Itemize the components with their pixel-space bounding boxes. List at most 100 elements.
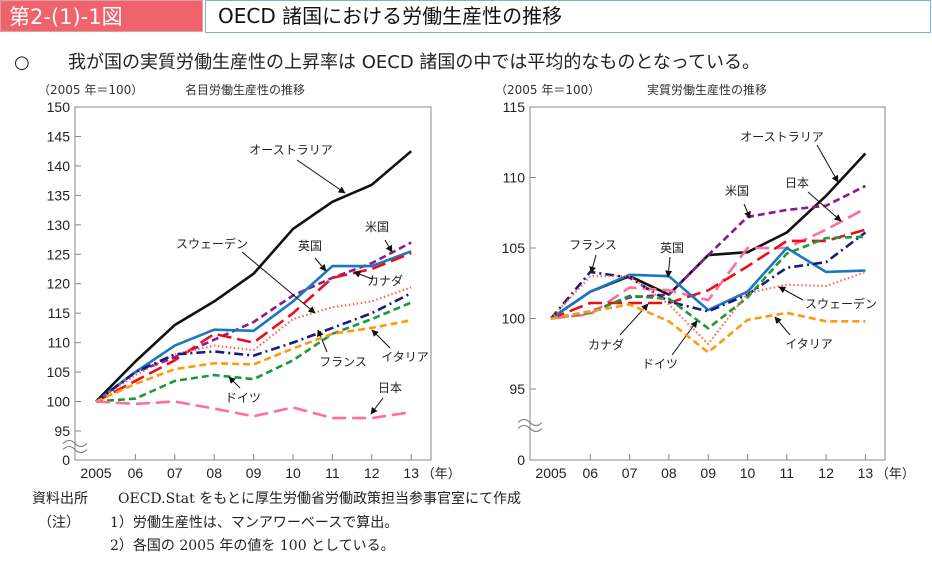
y-tick-label: 125	[47, 246, 71, 262]
summary-line: ○ 我が国の実質労働生産性の上昇率は OECD 諸国の中では平均的なものとなってい…	[14, 48, 760, 74]
y-tick-label: 115	[503, 99, 526, 115]
left-chart-title: 名目労働生産性の推移	[185, 83, 306, 97]
x-axis-label: （年）	[876, 467, 915, 482]
x-tick-label: 06	[583, 465, 599, 481]
series-line	[95, 150, 413, 403]
note-2: 2）各国の 2005 年の値を 100 としている。	[110, 538, 395, 554]
x-tick-label: 10	[285, 465, 301, 481]
x-tick-label: 2005	[80, 465, 111, 481]
series-line	[550, 235, 866, 330]
series-line	[550, 207, 867, 320]
plot-frame	[529, 106, 886, 461]
arrow-icon	[619, 303, 649, 336]
note-label: （注）	[38, 515, 80, 531]
arrow-icon	[228, 376, 241, 389]
figure-title: OECD 諸国における労働生産性の推移	[205, 0, 931, 33]
arrow-icon	[370, 397, 384, 415]
series-line	[95, 241, 412, 403]
x-tick-label: 08	[206, 465, 222, 481]
source-label: 資料出所	[32, 491, 88, 507]
series-label: フランス	[569, 238, 617, 252]
series-line	[95, 400, 412, 420]
series-label: 米国	[365, 220, 389, 234]
series-label: スウェーデン	[176, 236, 248, 251]
arrow-icon	[241, 251, 316, 314]
figure-number: 第2-(1)-1図	[0, 0, 203, 32]
x-tick-label: 12	[364, 465, 380, 481]
series-line	[550, 246, 866, 320]
bullet-circle-icon: ○	[14, 52, 30, 73]
x-tick-label: 07	[622, 465, 638, 481]
x-tick-label: 2005	[535, 465, 566, 481]
summary-text: 我が国の実質労働生産性の上昇率は OECD 諸国の中では平均的なものとなっている…	[68, 52, 760, 73]
x-tick-label: 11	[780, 465, 795, 481]
arrow-icon	[371, 329, 391, 349]
arrow-icon	[317, 329, 328, 353]
x-tick-label: 13	[858, 465, 874, 481]
y-tick-label: 0	[517, 452, 525, 468]
series-line	[550, 152, 867, 320]
y-tick-label: 95	[54, 423, 70, 439]
y-tick-label: 110	[48, 335, 71, 351]
arrow-icon	[778, 286, 804, 301]
y-tick-label: 100	[502, 311, 526, 327]
arrow-icon	[353, 271, 373, 280]
arrow-icon	[671, 320, 698, 356]
x-tick-label: 08	[661, 465, 677, 481]
series-label: オーストラリア	[249, 143, 332, 157]
y-tick-label: 130	[47, 217, 71, 233]
x-tick-label: 09	[700, 465, 716, 481]
series-label: フランス	[319, 355, 367, 369]
left-unit-label: （2005 年＝100）	[38, 83, 144, 97]
y-tick-label: 105	[502, 240, 526, 256]
x-tick-label: 06	[128, 465, 144, 481]
series-line	[95, 291, 412, 403]
arrow-icon	[384, 239, 393, 253]
series-label: ドイツ	[642, 357, 678, 371]
series-label: イタリア	[381, 350, 429, 364]
nominal-productivity-chart: 0 95 100 105 110 115 120 125 130 135 140 145 150 2005…	[47, 99, 461, 482]
y-tick-label: 145	[47, 128, 71, 144]
series-label: 英国	[298, 239, 322, 253]
y-tick-label: 115	[48, 305, 71, 321]
series-label: カナダ	[367, 273, 403, 288]
axis-break-icon	[517, 419, 543, 432]
y-tick-label: 140	[47, 158, 71, 174]
note-1: 1）労働生産性は、マンアワーベースで算出。	[110, 515, 399, 531]
x-axis-label: （年）	[422, 467, 461, 482]
series-label: スウェーデン	[805, 296, 877, 311]
y-tick-label: 105	[47, 364, 71, 380]
y-tick-label: 110	[503, 170, 526, 186]
arrow-icon	[807, 191, 842, 222]
x-tick-label: 10	[740, 465, 756, 481]
series-line	[95, 318, 412, 403]
series-line	[550, 270, 866, 345]
series-label: オーストラリア	[740, 130, 823, 144]
series-label: 日本	[785, 176, 809, 190]
arrow-icon	[314, 257, 327, 272]
x-tick-label: 07	[167, 465, 183, 481]
series-label: イタリア	[785, 337, 833, 351]
x-tick-label: 11	[325, 465, 340, 481]
y-tick-label: 0	[62, 452, 70, 468]
x-tick-label: 09	[246, 465, 262, 481]
arrow-icon	[589, 254, 597, 274]
right-unit-label: （2005 年＝100）	[495, 83, 601, 97]
series-label: 日本	[378, 381, 402, 395]
series-line	[550, 303, 866, 354]
x-tick-label: 13	[403, 465, 419, 481]
arrow-icon	[816, 144, 839, 183]
y-tick-label: 120	[47, 276, 71, 292]
y-tick-label: 135	[47, 187, 71, 203]
arrow-icon	[296, 159, 346, 194]
series-label: カナダ	[588, 337, 624, 352]
series-line	[95, 286, 412, 403]
axis-break-icon	[62, 440, 88, 453]
y-tick-label: 100	[47, 394, 71, 410]
series-label: 米国	[725, 184, 749, 198]
series-label: 英国	[660, 241, 684, 255]
series-line	[95, 301, 412, 403]
series-line	[550, 184, 866, 320]
series-line	[95, 250, 412, 403]
